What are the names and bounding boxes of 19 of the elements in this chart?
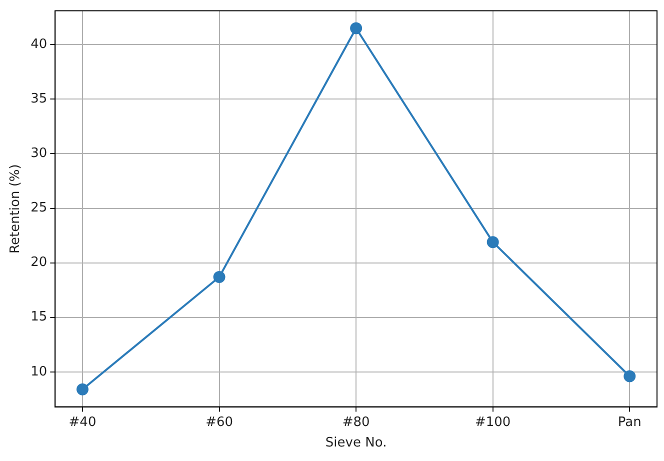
y-tick-label: 25 [30, 200, 48, 216]
x-tick-label: #60 [206, 414, 234, 430]
x-tick-label: #40 [68, 414, 96, 430]
y-tick-label: 35 [30, 92, 48, 107]
y-tick-label: 30 [30, 146, 48, 162]
y-tick-label: 15 [30, 310, 48, 325]
y-tick-label: 10 [30, 364, 48, 380]
point [624, 370, 636, 382]
point [350, 22, 362, 34]
y-axis-title: Retention (%) [8, 164, 24, 254]
x-axis-title: Sieve No. [325, 436, 387, 451]
y-tick-label: 40 [30, 36, 48, 52]
point [76, 383, 88, 396]
point [486, 236, 499, 248]
x-tick-label: #80 [342, 414, 370, 430]
x-tick-label: #100 [475, 414, 511, 430]
y-tick-label: 20 [30, 255, 48, 270]
x-tick-label: Pan [618, 414, 642, 430]
point [213, 270, 226, 283]
